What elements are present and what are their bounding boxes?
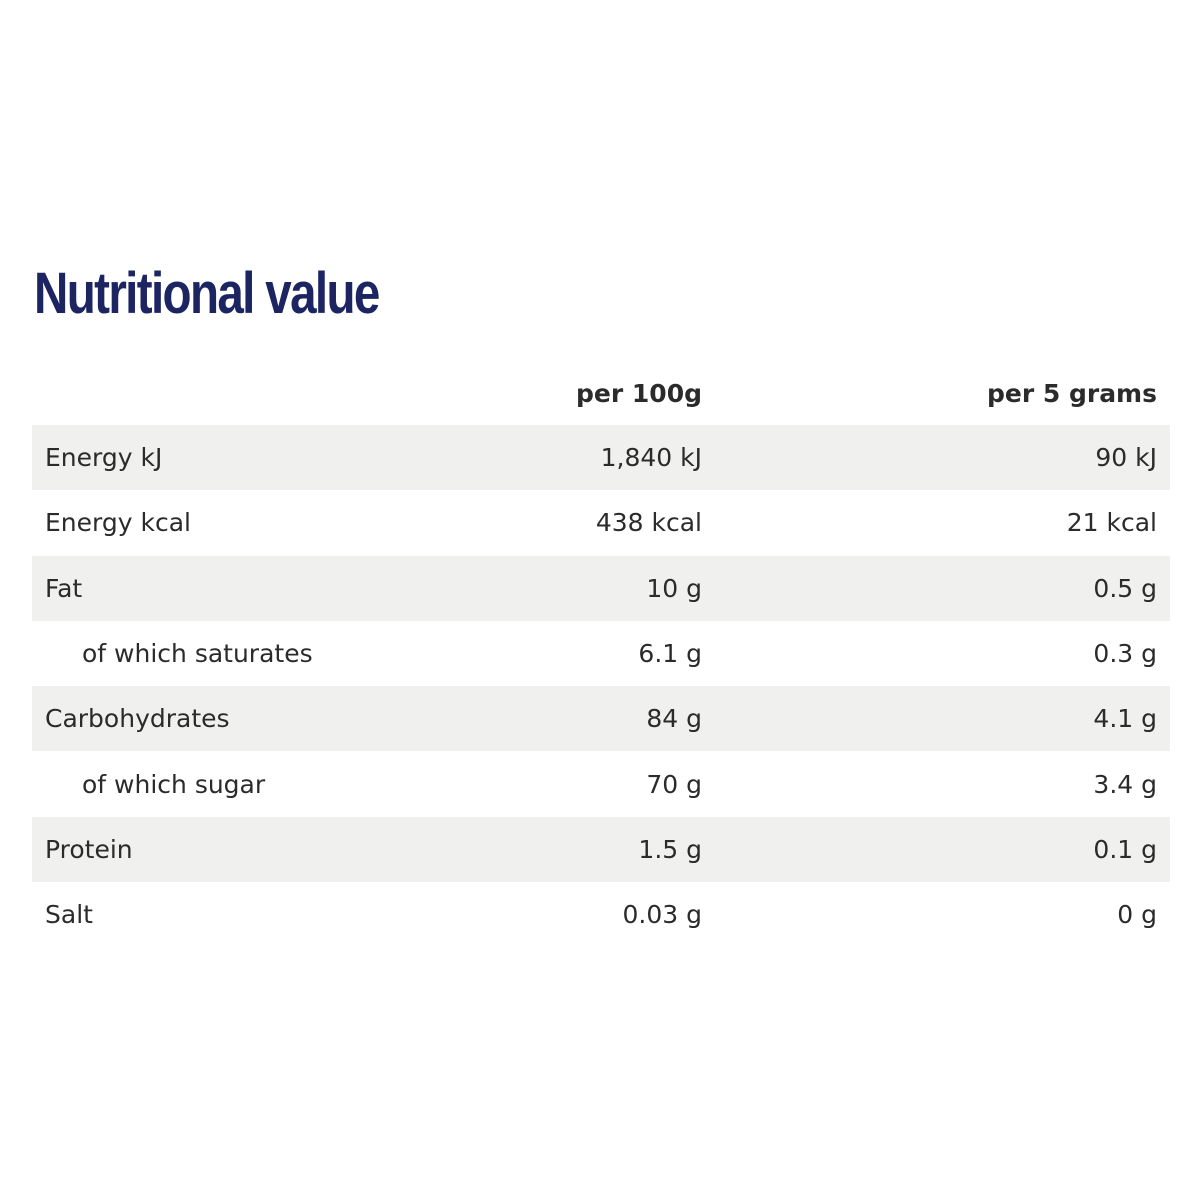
row-value-per-5g: 21 kcal	[1066, 508, 1157, 538]
row-value-per-5g: 0 g	[1117, 900, 1157, 930]
row-value-per-100g: 6.1 g	[638, 639, 702, 669]
row-label: Carbohydrates	[45, 704, 230, 734]
row-label: Energy kcal	[45, 508, 191, 538]
header-per-100g: per 100g	[576, 379, 702, 408]
row-label: Protein	[45, 834, 133, 864]
header-per-5-grams: per 5 grams	[986, 379, 1157, 408]
table-row-fat: Fat 10 g 0.5 g	[32, 555, 1170, 621]
table-row-salt: Salt 0.03 g 0 g	[32, 882, 1170, 947]
row-value-per-100g: 1,840 kJ	[600, 443, 702, 473]
row-value-per-100g: 84 g	[646, 704, 702, 734]
page-title: Nutritional value	[34, 261, 380, 326]
table-row-energy-kcal: Energy kcal 438 kcal 21 kcal	[32, 490, 1170, 555]
table-row-saturates: of which saturates 6.1 g 0.3 g	[32, 621, 1170, 686]
table-row-protein: Protein 1.5 g 0.1 g	[32, 816, 1170, 883]
row-value-per-5g: 90 kJ	[1095, 443, 1157, 473]
row-value-per-5g: 0.5 g	[1093, 573, 1157, 603]
row-value-per-100g: 0.03 g	[622, 900, 702, 930]
row-value-per-100g: 438 kcal	[595, 508, 702, 538]
row-label: of which sugar	[82, 769, 266, 799]
table-header-row: per 100g per 5 grams	[32, 362, 1170, 425]
row-label: Salt	[45, 900, 93, 930]
row-value-per-100g: 10 g	[646, 573, 702, 603]
nutrition-table: per 100g per 5 grams Energy kJ 1,840 kJ …	[32, 362, 1170, 947]
row-value-per-5g: 4.1 g	[1093, 704, 1157, 734]
row-value-per-100g: 1.5 g	[638, 834, 702, 864]
row-label: Fat	[45, 573, 83, 603]
row-label: Energy kJ	[45, 443, 163, 473]
row-value-per-5g: 3.4 g	[1093, 769, 1157, 799]
row-value-per-100g: 70 g	[646, 769, 702, 799]
table-row-carbohydrates: Carbohydrates 84 g 4.1 g	[32, 686, 1170, 752]
row-value-per-5g: 0.1 g	[1093, 834, 1157, 864]
row-label: of which saturates	[82, 639, 313, 669]
table-row-energy-kj: Energy kJ 1,840 kJ 90 kJ	[32, 425, 1170, 491]
row-value-per-5g: 0.3 g	[1093, 639, 1157, 669]
table-row-sugar: of which sugar 70 g 3.4 g	[32, 751, 1170, 816]
